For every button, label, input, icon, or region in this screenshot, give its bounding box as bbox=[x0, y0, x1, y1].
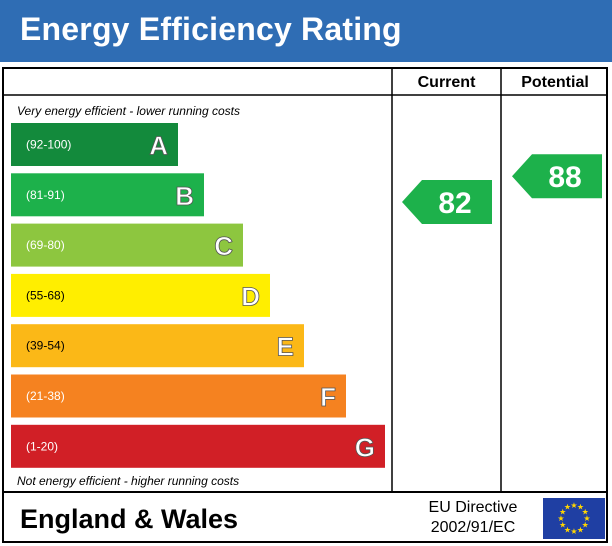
potential-column-header: Potential bbox=[521, 74, 589, 91]
eu-flag-icon: ★ ★ ★ ★ ★ ★ ★ ★ ★ ★ ★ ★ bbox=[543, 498, 605, 539]
eu-star-icon: ★ bbox=[577, 525, 584, 534]
band-range-a: (92-100) bbox=[26, 138, 71, 152]
band-range-g: (1-20) bbox=[26, 439, 58, 453]
eu-directive: EU Directive 2002/91/EC bbox=[412, 498, 534, 538]
rating-arrows: 82 88 bbox=[402, 154, 602, 224]
band-range-c: (69-80) bbox=[26, 238, 65, 252]
band-range-f: (21-38) bbox=[26, 389, 65, 403]
potential-rating-value: 88 bbox=[548, 161, 581, 194]
eu-star-icon: ★ bbox=[582, 521, 589, 530]
band-bar-d bbox=[11, 273, 270, 317]
eu-star-icon: ★ bbox=[577, 503, 584, 512]
eu-star-icon: ★ bbox=[570, 501, 577, 510]
eu-star-icon: ★ bbox=[564, 503, 571, 512]
current-column-header: Current bbox=[418, 74, 476, 91]
rating-frame bbox=[2, 67, 608, 543]
top-note: Very energy efficient - lower running co… bbox=[17, 104, 240, 118]
eu-star-icon: ★ bbox=[564, 525, 571, 534]
band-letter-a: A bbox=[149, 131, 168, 161]
current-rating-arrow bbox=[402, 180, 492, 224]
band-bar-f bbox=[11, 374, 346, 418]
eu-star-icon: ★ bbox=[583, 514, 590, 523]
band-range-d: (55-68) bbox=[26, 288, 65, 302]
region-label: England & Wales bbox=[20, 504, 239, 534]
band-letter-b: B bbox=[175, 181, 194, 211]
current-rating-value: 82 bbox=[438, 187, 471, 220]
eu-star-icon: ★ bbox=[559, 508, 566, 517]
page-title: Energy Efficiency Rating bbox=[20, 11, 402, 47]
band-bar-e bbox=[11, 324, 304, 368]
bottom-note: Not energy efficient - higher running co… bbox=[17, 474, 239, 488]
band-letter-d: D bbox=[241, 281, 260, 311]
band-bar-a bbox=[11, 123, 178, 166]
directive-line-1: EU Directive bbox=[428, 499, 518, 516]
potential-rating-arrow bbox=[512, 154, 602, 199]
header-bar: Energy Efficiency Rating bbox=[0, 0, 612, 62]
band-bar-b bbox=[11, 173, 204, 217]
band-bar-g bbox=[11, 424, 385, 468]
directive-line-2: 2002/91/EC bbox=[430, 519, 516, 536]
eu-star-icon: ★ bbox=[570, 527, 577, 536]
eu-star-icon: ★ bbox=[582, 508, 589, 517]
band-bar-c bbox=[11, 223, 243, 267]
band-letter-f: F bbox=[320, 382, 336, 412]
band-range-b: (81-91) bbox=[26, 188, 65, 202]
band-letter-g: G bbox=[355, 432, 375, 462]
eu-star-icon: ★ bbox=[559, 521, 566, 530]
band-letter-c: C bbox=[214, 231, 233, 261]
band-letter-e: E bbox=[277, 332, 294, 362]
eu-star-icon: ★ bbox=[557, 514, 564, 523]
band-range-e: (39-54) bbox=[26, 339, 65, 353]
rating-bands: (92-100) A (81-91) B (69-80) C (55-68) D (39-54)… bbox=[11, 123, 385, 468]
